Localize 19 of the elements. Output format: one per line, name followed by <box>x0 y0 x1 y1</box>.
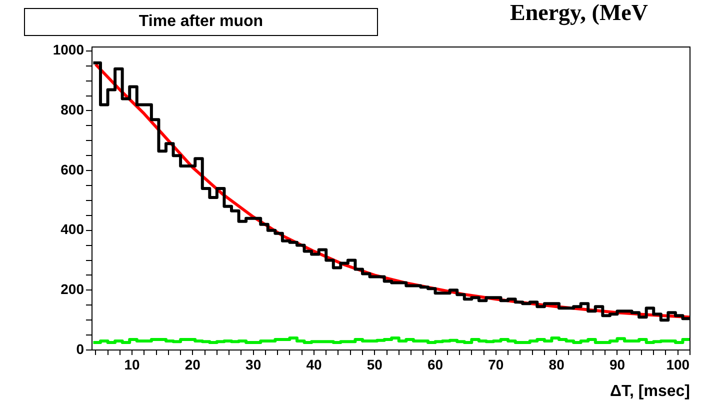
y-tick-label: 0 <box>76 340 84 357</box>
x-tick-label: 30 <box>246 356 262 372</box>
x-tick-label: 90 <box>609 356 626 372</box>
x-tick-label: 100 <box>666 356 690 372</box>
text: Energy, (MeV <box>510 0 648 26</box>
y-tick-label: 1000 <box>52 42 84 58</box>
x-tick-label: 60 <box>427 356 444 372</box>
x-tick-label: 80 <box>548 356 565 372</box>
x-tick-label: 10 <box>124 356 140 372</box>
y-tick-label: 400 <box>60 221 84 238</box>
chart-title: Time after muon <box>24 8 378 36</box>
x-tick-label: 70 <box>488 356 504 372</box>
x-axis-title: ΔT, [msec] <box>610 382 690 400</box>
y-tick-label: 800 <box>60 102 84 118</box>
y-tick-label: 600 <box>60 161 84 178</box>
x-tick-label: 50 <box>366 356 383 372</box>
x-tick-label: 20 <box>184 356 201 372</box>
x-tick-label: 40 <box>306 356 322 372</box>
y-tick-label: 200 <box>60 281 84 298</box>
